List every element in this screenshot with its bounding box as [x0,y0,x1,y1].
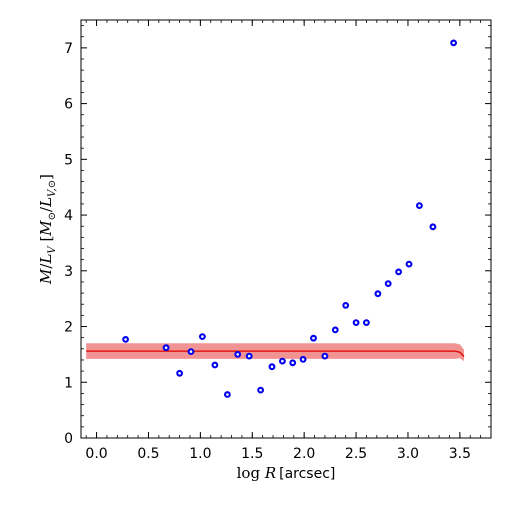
x-tick-label: 3.5 [449,446,471,462]
data-point [176,369,184,377]
data-point [429,223,437,231]
x-tick-label: 2.5 [345,446,367,462]
y-tick-label: 2 [64,320,73,336]
data-point [416,202,423,210]
y-tick-label: 6 [64,97,73,113]
plot-frame [80,19,492,439]
x-tick-label: 0.0 [85,446,107,462]
model-band [86,343,464,362]
data-point [268,363,276,371]
x-tick-label: 1.5 [241,446,263,462]
x-tick-label: 3.0 [397,446,419,462]
x-tick-label: 2.0 [293,446,315,462]
data-point [245,352,253,360]
data-point [187,348,195,355]
data-point [374,290,382,298]
model-band-layer [86,343,465,362]
data-point [211,361,219,369]
data-point [395,268,402,276]
data-point [299,356,307,363]
y-tick-label: 1 [64,375,73,391]
data-point [321,352,329,360]
x-ticks: 0.0 0.5 1.0 1.5 2.0 2.5 3.0 3.5 [85,20,482,462]
data-point [122,336,129,343]
data-point [224,391,231,398]
data-point [234,351,242,358]
data-point [363,319,370,326]
data-point [279,357,286,365]
data-point [199,333,206,340]
y-tick-label: 7 [64,41,73,57]
data-point [257,386,264,394]
data-point [331,326,339,334]
model-line [86,350,465,358]
data-point [384,280,392,287]
data-point [405,260,413,268]
y-tick-label: 0 [64,431,73,447]
data-point [342,302,350,309]
data-points-layer [122,39,457,398]
x-axis-label: log R [arcsec] [237,464,336,482]
y-tick-label: 5 [64,152,73,168]
data-point [352,319,360,326]
y-axis-label: M/LV [M⊙/LV,⊙] [37,174,58,285]
y-tick-label: 4 [64,208,73,224]
data-point [310,334,317,342]
data-point [289,359,297,367]
y-ticks: 0 1 2 3 4 5 6 7 [64,25,491,447]
x-tick-label: 0.5 [137,446,159,462]
data-point [162,344,170,352]
y-tick-label: 3 [64,264,73,280]
x-tick-label: 1.0 [189,446,211,462]
data-point [450,39,457,47]
